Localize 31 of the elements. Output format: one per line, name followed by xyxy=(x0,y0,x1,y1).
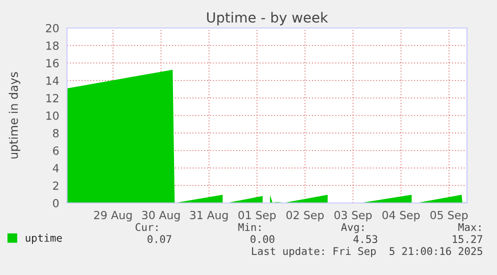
text: 4.53 xyxy=(353,235,378,244)
y-tick-label: 8 xyxy=(53,128,59,138)
text: Avg: xyxy=(341,223,364,234)
chart-title: Uptime - by week xyxy=(207,12,328,26)
y-tick-label: 4 xyxy=(52,164,59,172)
text: 15.27 xyxy=(452,235,482,244)
x-tick-label: 03 Sep xyxy=(334,210,372,222)
x-tick-label: 29 Aug xyxy=(94,210,132,222)
y-tick-label: 12 xyxy=(46,94,58,102)
x-tick-label: 31 Aug xyxy=(190,210,228,222)
y-tick-label: 10 xyxy=(46,111,59,120)
x-tick-label: 04 Sep xyxy=(382,210,420,222)
text: 0.00 xyxy=(250,235,274,244)
y-tick-label: 6 xyxy=(53,146,59,155)
text: Last update: Fri Sep 5 21:00:16 2025 xyxy=(252,246,482,258)
x-tick-label: 05 Sep xyxy=(430,210,468,222)
text: Max: xyxy=(458,223,480,232)
y-tick-label: 20 xyxy=(46,24,59,32)
y-tick-label: 0 xyxy=(53,198,59,208)
x-tick-label: 02 Sep xyxy=(286,210,324,222)
x-tick-label: 30 Aug xyxy=(142,210,180,222)
text: Cur: xyxy=(136,223,158,232)
legend-label: uptime xyxy=(26,234,62,244)
y-axis-title: uptime in days xyxy=(8,72,20,158)
y-tick-label: 18 xyxy=(46,41,59,50)
y-tick-label: 14 xyxy=(46,76,59,85)
y-tick-label: 2 xyxy=(53,181,58,190)
x-tick-label: 01 Sep xyxy=(238,210,276,222)
y-tick-label: 16 xyxy=(46,58,59,68)
text: Min: xyxy=(238,222,260,231)
text: 0.07 xyxy=(148,235,172,244)
